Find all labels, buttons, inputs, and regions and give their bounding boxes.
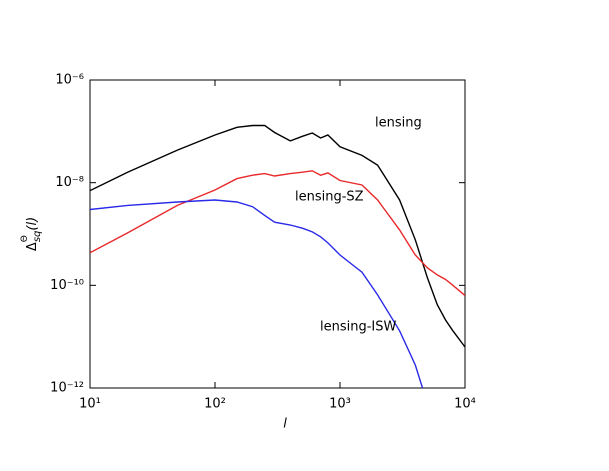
series-line [90, 124, 465, 348]
y-label-sub: sq [32, 231, 43, 243]
x-tick-label: 10¹ [79, 397, 101, 412]
series-label: lensing-ISW [320, 320, 397, 335]
series-line [90, 199, 424, 388]
series-label: lensing-SZ [295, 190, 364, 205]
x-tick-label: 10³ [329, 397, 351, 412]
y-tick-label: 10⁻¹² [50, 381, 84, 396]
series-label: lensing [375, 116, 422, 131]
y-label-base: Δ [25, 242, 40, 251]
plot-frame [89, 79, 466, 389]
y-label-arg: (l) [25, 217, 40, 231]
x-tick-label: 10⁴ [454, 397, 476, 412]
x-axis-label: l [283, 417, 287, 432]
y-tick-label: 10⁻⁶ [55, 73, 84, 88]
y-tick-label: 10⁻⁸ [55, 175, 84, 190]
y-label-sup: Θ [20, 235, 30, 242]
series-line [90, 170, 465, 297]
y-tick-label: 10⁻¹⁰ [50, 278, 84, 293]
y-axis-label: ΔΘ sq(l) [20, 217, 44, 251]
x-tick-label: 10² [204, 397, 226, 412]
